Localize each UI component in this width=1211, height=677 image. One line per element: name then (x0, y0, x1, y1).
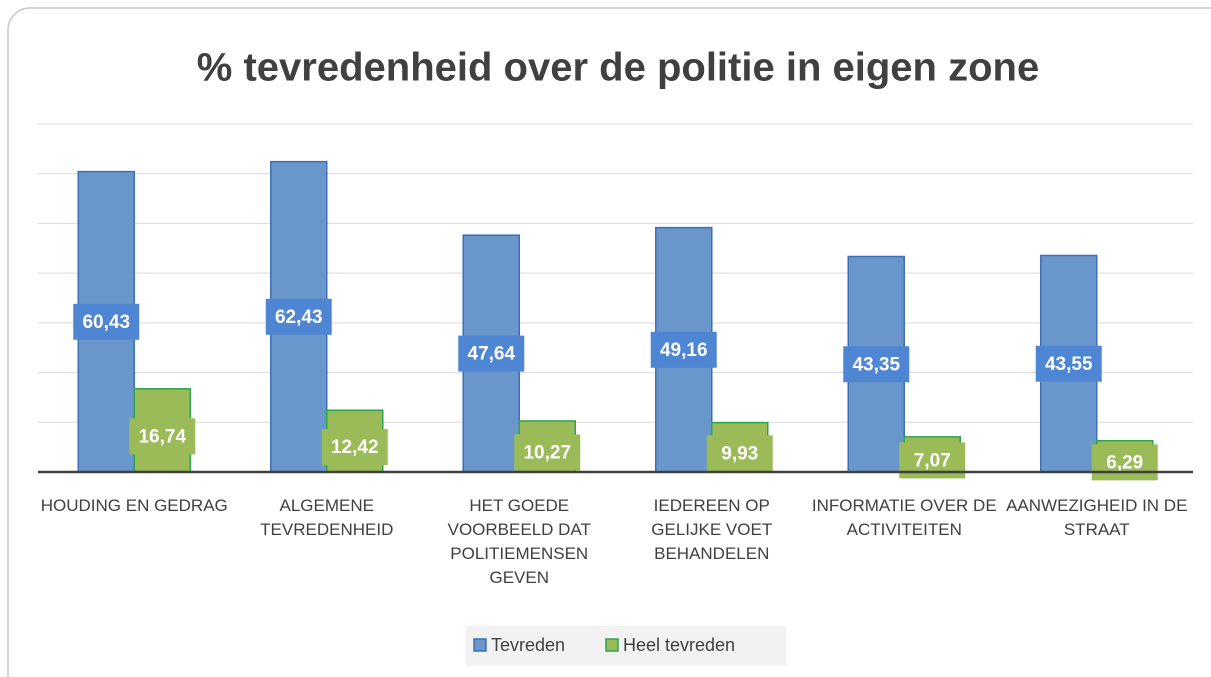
value-label-box (1035, 345, 1102, 382)
value-label: 6,29 (1106, 452, 1143, 473)
value-label-box (843, 346, 910, 383)
legend-swatch (605, 638, 619, 652)
legend-label: Tevreden (491, 635, 565, 655)
legend-swatch (473, 638, 487, 652)
value-label-box (1091, 444, 1158, 481)
value-label: 10,27 (523, 442, 571, 463)
value-label: 49,16 (660, 340, 708, 361)
value-label-box (514, 434, 581, 471)
value-label: 60,43 (82, 312, 130, 333)
x-tick-label: Houding en gedrag (40, 496, 228, 515)
value-label-box (265, 298, 332, 335)
x-tick-label: Het goede voorbeeld dat politiemensen ge… (447, 496, 591, 587)
x-tick-label: Iedereen op gelijke voet behandelen (651, 496, 773, 563)
value-label: 16,74 (138, 426, 186, 447)
value-label-box (458, 335, 525, 372)
chart-title: % tevredenheid over de politie in eigen … (197, 46, 1039, 90)
x-tick-label: Algemene tevredenheid (260, 496, 394, 539)
value-label-box (321, 429, 388, 466)
value-label: 62,43 (275, 307, 323, 328)
x-tick-label: Informatie over de activiteiten (811, 496, 997, 539)
value-label-box (650, 331, 717, 368)
value-label: 12,42 (331, 437, 379, 458)
value-label-box (129, 418, 196, 455)
legend-label: Heel tevreden (623, 635, 735, 655)
value-label-box (73, 303, 140, 340)
x-tick-label: Aanwezigheid in de straat (1006, 496, 1188, 539)
value-label: 7,07 (914, 450, 951, 471)
value-label: 43,35 (852, 354, 900, 375)
value-label: 9,93 (721, 443, 758, 464)
value-label: 43,55 (1045, 354, 1093, 375)
value-label-box (706, 435, 773, 472)
legend-box (466, 626, 786, 666)
value-label: 47,64 (467, 344, 515, 365)
